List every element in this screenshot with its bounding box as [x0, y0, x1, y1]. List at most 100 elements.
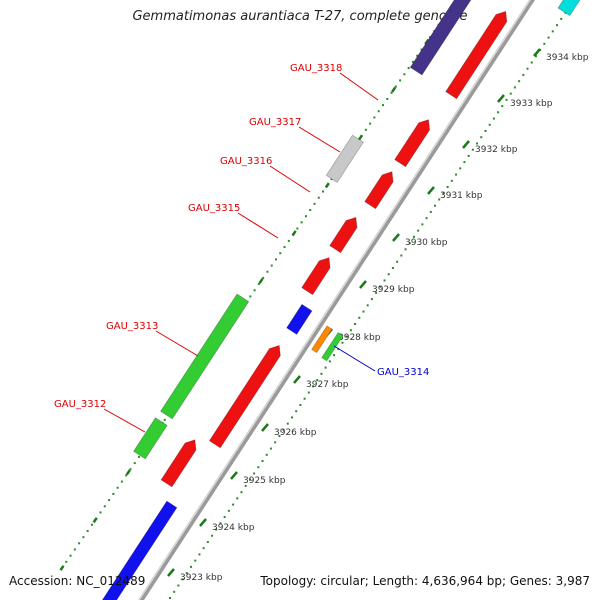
gene-gau-3314: [321, 331, 344, 362]
ruler-dot-right: [450, 179, 453, 182]
gene-label-leader: [155, 330, 199, 357]
ruler-dot-left: [133, 462, 136, 465]
ruler-dot-left: [317, 196, 320, 199]
ruler-dot-right: [358, 316, 361, 319]
ruler-dot-left: [330, 178, 333, 181]
ruler-dot-right: [379, 285, 382, 288]
ruler-label: 3923 kbp: [180, 573, 223, 583]
ruler-dot-left: [381, 104, 384, 107]
ruler-dot-left: [138, 455, 141, 458]
gene-gau-3317: [325, 134, 364, 184]
gene-label: GAU_3317: [249, 117, 301, 128]
ruler-dot-right: [173, 590, 176, 593]
gene-label-leader: [339, 72, 379, 101]
ruler-dot-right: [244, 484, 247, 487]
ruler-tick-left: [291, 230, 297, 237]
ruler-dot-right: [324, 366, 327, 369]
gene-label: GAU_3318: [290, 63, 342, 74]
gene-gau-3313: [208, 344, 281, 449]
ruler-dot-left: [411, 60, 414, 63]
ruler-dot-left: [116, 486, 119, 489]
ruler-dot-right: [202, 547, 205, 550]
ruler-dot-right: [286, 422, 289, 425]
ruler-tick-left: [59, 565, 65, 571]
ruler-tick-right: [167, 568, 175, 577]
gene-label: GAU_3316: [220, 156, 272, 167]
ruler-dot-right: [169, 597, 171, 599]
ruler-dot-left: [103, 505, 106, 508]
gene-gau-3312: [160, 439, 197, 488]
ruler-dot-right: [227, 509, 230, 512]
gene-gau-3314-orange: [311, 325, 333, 354]
ruler-dot-right: [282, 428, 285, 431]
ruler-label: 3934 kbp: [546, 53, 589, 63]
ruler-tick-left: [357, 134, 364, 141]
ruler-dot-right: [518, 80, 521, 83]
ruler-dot-left: [373, 116, 376, 119]
gene-gau-3316: [364, 171, 394, 210]
gene-rna-3313: [160, 293, 250, 420]
ruler-tick-left: [391, 86, 397, 93]
ruler-dot-left: [322, 190, 325, 193]
ruler-dot-right: [190, 565, 193, 568]
genome-title: Gemmatimonas aurantiaca T-27, complete g…: [132, 9, 468, 24]
ruler-dot-left: [296, 227, 299, 230]
ruler-dot-right: [274, 441, 277, 444]
gene-gau-3318: [394, 119, 431, 168]
ruler-label: 3930 kbp: [405, 238, 448, 248]
ruler-dot-right: [215, 528, 218, 531]
ruler-dot-right: [492, 117, 495, 120]
ruler-dot-right: [560, 17, 563, 20]
ruler-dot-right: [404, 248, 407, 251]
ruler-dot-right: [412, 235, 415, 238]
ruler-dot-left: [262, 276, 265, 279]
ruler-dot-right: [480, 136, 483, 139]
ruler-dot-right: [484, 129, 487, 132]
ruler-dot-right: [248, 478, 251, 481]
ruler-dot-right: [522, 73, 525, 76]
ruler-dot-left: [82, 536, 85, 539]
ruler-dot-left: [309, 209, 312, 212]
ruler-dot-left: [266, 270, 269, 273]
ruler-dot-right: [219, 522, 222, 525]
ruler-dot-right: [438, 198, 441, 201]
ruler-dot-right: [198, 553, 201, 556]
ruler-tick-left: [125, 469, 131, 476]
ruler-dot-left: [65, 560, 68, 563]
ruler-dot-left: [386, 97, 389, 100]
ruler-dot-right: [425, 217, 428, 220]
ruler-dot-left: [377, 110, 380, 113]
ruler-dot-right: [307, 391, 310, 394]
backbone-shadow: [138, 0, 535, 600]
ruler-tick-right: [462, 140, 470, 149]
ruler-dot-left: [69, 554, 72, 557]
ruler-dot-left: [257, 283, 260, 286]
gene-label: GAU_3314: [377, 367, 429, 378]
ruler-tick-left: [258, 278, 264, 284]
ruler-dot-left: [304, 215, 307, 218]
ruler-dot-left: [364, 128, 367, 131]
ruler-dot-right: [316, 379, 319, 382]
ruler-dot-right: [400, 254, 403, 257]
ruler-tick-right: [533, 48, 541, 57]
ruler-tick-left: [92, 517, 98, 524]
ruler-dot-left: [86, 529, 89, 532]
gene-gau-3315: [301, 257, 331, 296]
ruler-dot-right: [543, 42, 546, 45]
ruler-dot-right: [206, 540, 209, 543]
ruler-dot-right: [383, 279, 386, 282]
ruler-dot-right: [185, 572, 188, 575]
ruler-label: 3933 kbp: [510, 99, 553, 109]
ruler-dot-left: [274, 258, 277, 261]
ruler-dot-left: [283, 246, 286, 249]
gene-label-leader: [269, 165, 311, 193]
ruler-tick-right: [427, 186, 435, 195]
gene-cyan-top: [557, 0, 581, 17]
ruler-label: 3926 kbp: [274, 428, 317, 438]
gene-label: GAU_3312: [54, 399, 106, 410]
label-layer: GAU_3318 GAU_3317 GAU_3316 GAU_3315 GAU_3313…: [54, 63, 429, 433]
gene-rna-3312: [133, 417, 168, 460]
ruler-tick-right: [497, 94, 505, 103]
ruler-dot-left: [163, 418, 166, 421]
